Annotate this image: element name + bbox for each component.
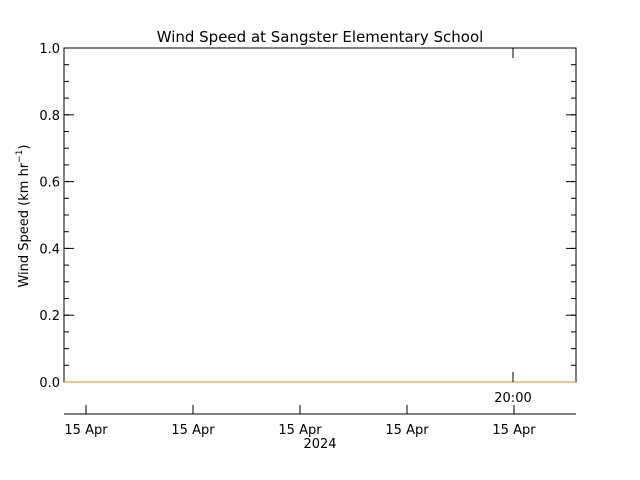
y-tick-label: 0.2: [39, 309, 60, 324]
y-tick-label: 1.0: [39, 42, 60, 57]
date-axis-ticks: [85, 405, 515, 414]
date-axis-tick-label: 15 Apr: [278, 423, 322, 438]
y-axis-label: Wind Speed (km hr−1): [15, 144, 32, 287]
y-tick-label: 0.0: [39, 376, 60, 391]
y-axis-label-exponent: −1: [15, 150, 25, 163]
y-axis-ticks: [64, 47, 576, 383]
date-axis-tick-label: 15 Apr: [385, 423, 429, 438]
date-axis-tick-label: 15 Apr: [64, 423, 108, 438]
chart-title: Wind Speed at Sangster Elementary School: [157, 28, 484, 46]
y-tick-label: 0.8: [39, 109, 60, 124]
plot-area-frame: [63, 47, 577, 383]
x-year-label: 2024: [303, 437, 336, 452]
inner-time-label: 20:00: [494, 391, 531, 406]
y-axis-label-main: Wind Speed (km hr: [17, 162, 32, 287]
y-tick-label: 0.4: [39, 242, 60, 257]
date-axis-tick-label: 15 Apr: [492, 423, 536, 438]
y-axis-tick-labels: 0.0 0.2 0.4 0.6 0.8 1.0: [39, 42, 60, 391]
y-tick-label: 0.6: [39, 176, 60, 191]
date-axis-tick-label: 15 Apr: [171, 423, 215, 438]
y-axis-label-close: ): [17, 144, 32, 149]
date-axis-tick-labels: 15 Apr 15 Apr 15 Apr 15 Apr 15 Apr: [64, 423, 536, 438]
